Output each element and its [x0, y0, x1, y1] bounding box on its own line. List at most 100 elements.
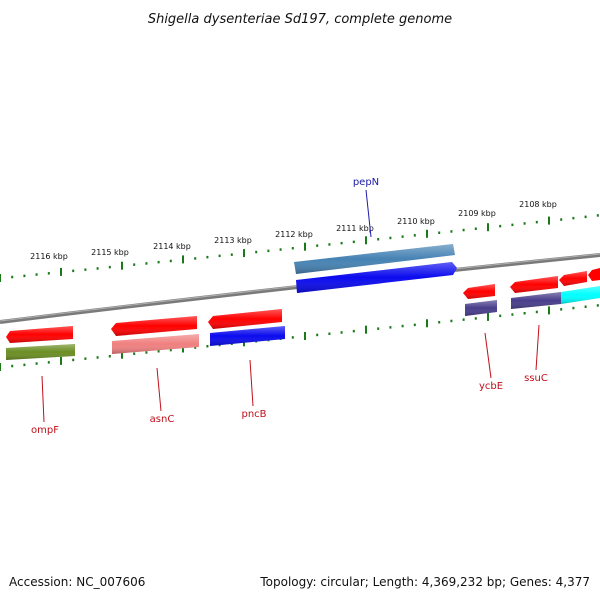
- minor-tick: [560, 308, 563, 311]
- minor-tick: [291, 336, 294, 339]
- minor-tick: [377, 327, 380, 330]
- minor-tick: [108, 355, 111, 358]
- minor-tick: [133, 263, 136, 266]
- leader-line-asnc: [156, 367, 162, 412]
- gene-label-asnc[interactable]: asnC: [150, 414, 175, 425]
- bar-shade: [511, 292, 561, 309]
- minor-tick: [584, 305, 587, 308]
- minor-tick: [157, 350, 160, 353]
- scale-label: 2108 kbp: [519, 200, 557, 209]
- major-tick: [60, 267, 62, 276]
- minor-tick: [560, 218, 563, 221]
- major-tick: [60, 356, 62, 365]
- leader-line-ssuc: [535, 324, 540, 371]
- major-tick: [426, 319, 428, 328]
- minor-tick: [474, 317, 477, 320]
- minor-tick: [23, 274, 26, 278]
- major-tick: [365, 236, 367, 245]
- minor-tick: [157, 260, 160, 264]
- major-tick: [182, 344, 184, 353]
- minor-tick: [169, 348, 172, 352]
- reverse-strand-features: [6, 268, 600, 360]
- gene-label-pncb[interactable]: pncB: [241, 409, 266, 420]
- minor-tick: [377, 238, 380, 241]
- minor-tick: [194, 346, 197, 349]
- minor-tick: [389, 236, 392, 240]
- minor-tick: [523, 312, 526, 315]
- bar-shade: [465, 300, 497, 316]
- gene-label-ompf[interactable]: ompF: [31, 425, 59, 436]
- topology-text: Topology: circular; Length: 4,369,232 bp…: [259, 575, 590, 589]
- gene-bar-pepn-shade: [296, 262, 457, 293]
- minor-tick: [450, 230, 453, 233]
- upper-tick-row: [0, 214, 599, 282]
- minor-tick: [35, 362, 38, 365]
- leader-line-ompf: [41, 375, 45, 423]
- minor-tick: [511, 313, 514, 316]
- minor-tick: [316, 333, 319, 337]
- accession-text: Accession: NC_007606: [9, 575, 145, 589]
- scale-label: 2115 kbp: [91, 248, 129, 257]
- major-tick: [0, 274, 1, 282]
- major-tick: [365, 325, 367, 334]
- minor-tick: [352, 329, 355, 333]
- scale-label: 2111 kbp: [336, 224, 374, 233]
- gene-arrow-red[interactable]: [588, 268, 600, 281]
- major-tick: [487, 312, 489, 321]
- major-tick: [548, 216, 550, 225]
- major-tick: [304, 242, 306, 251]
- bar-shade: [210, 326, 285, 346]
- major-tick: [243, 249, 245, 258]
- minor-tick: [47, 272, 50, 275]
- minor-tick: [133, 352, 136, 355]
- major-tick: [121, 261, 123, 270]
- map-title: Shigella dysenteriae Sd197, complete gen…: [148, 12, 452, 27]
- minor-tick: [596, 304, 599, 307]
- minor-tick: [462, 318, 465, 321]
- gene-label-ycbe[interactable]: ycbE: [479, 381, 503, 392]
- minor-tick: [194, 257, 197, 260]
- minor-tick: [84, 268, 87, 271]
- leader-line-ycbe: [484, 332, 492, 379]
- scale-label: 2116 kbp: [30, 252, 68, 261]
- minor-tick: [84, 357, 87, 360]
- minor-tick: [474, 227, 477, 230]
- minor-tick: [218, 254, 221, 258]
- minor-tick: [328, 243, 331, 246]
- major-tick: [487, 223, 489, 232]
- minor-tick: [11, 364, 14, 368]
- minor-tick: [230, 253, 233, 256]
- minor-tick: [438, 231, 441, 234]
- minor-tick: [413, 323, 416, 327]
- minor-tick: [340, 241, 343, 245]
- minor-tick: [279, 248, 282, 251]
- minor-tick: [169, 259, 172, 263]
- minor-tick: [11, 275, 14, 279]
- arrow-shade: [111, 316, 197, 336]
- gene-label-ssuc[interactable]: ssuC: [524, 373, 548, 384]
- minor-tick: [535, 220, 538, 224]
- minor-tick: [572, 306, 575, 310]
- arrow-shade: [6, 326, 73, 343]
- major-tick: [121, 350, 123, 359]
- major-tick: [0, 363, 1, 371]
- minor-tick: [572, 216, 575, 220]
- bar-shade: [112, 334, 199, 354]
- minor-tick: [523, 222, 526, 225]
- scale-label: 2109 kbp: [458, 209, 496, 218]
- arrow-shading: [6, 271, 587, 343]
- minor-tick: [72, 358, 75, 362]
- minor-tick: [499, 224, 502, 228]
- gene-label-pepn[interactable]: pepN: [353, 177, 379, 188]
- minor-tick: [316, 244, 319, 247]
- minor-tick: [255, 250, 258, 254]
- major-tick: [304, 332, 306, 340]
- gene-labels: pepN ompF asnC pncB ycbE ssuC: [31, 177, 548, 436]
- minor-tick: [511, 223, 514, 227]
- major-tick: [548, 306, 550, 315]
- minor-tick: [23, 363, 26, 367]
- minor-tick: [47, 361, 50, 364]
- minor-tick: [328, 332, 331, 335]
- bar-shade: [6, 344, 75, 360]
